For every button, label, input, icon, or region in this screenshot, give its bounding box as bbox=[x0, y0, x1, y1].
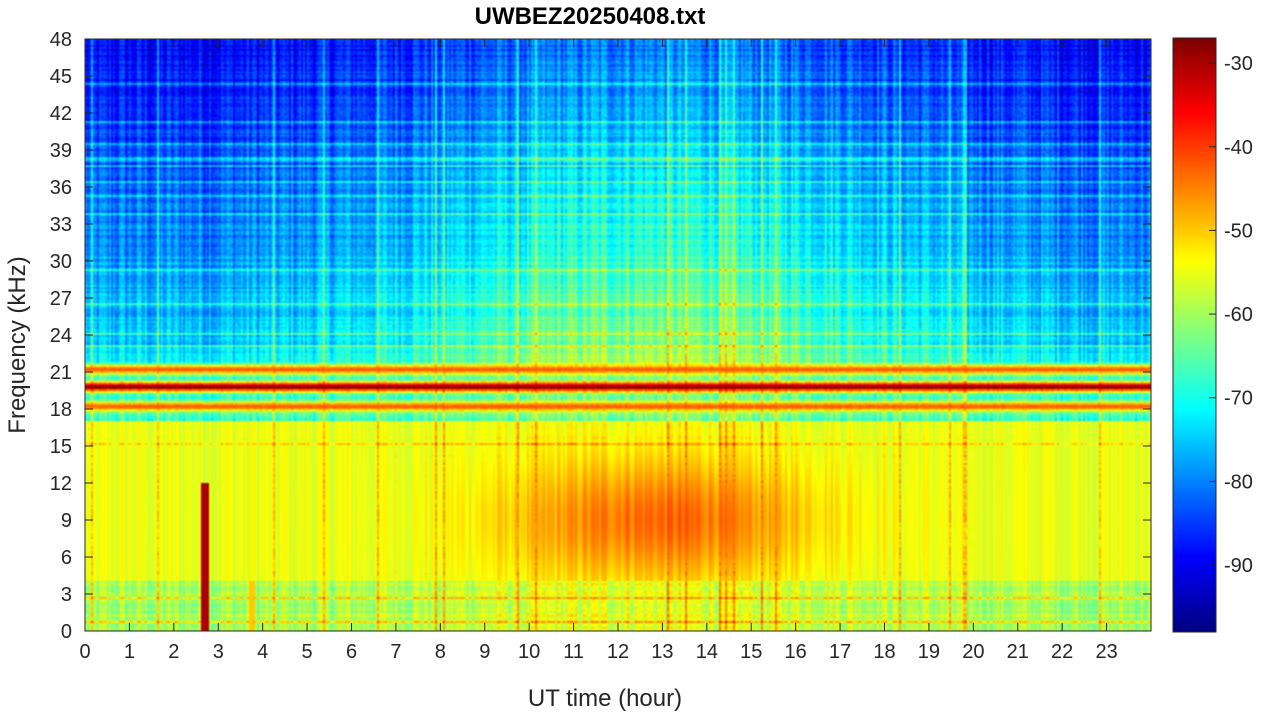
colorbar-ticks: -30 -40 -50 -60 -70 -80 -90 bbox=[1209, 53, 1253, 577]
x-tick-label: 23 bbox=[1095, 641, 1117, 663]
y-tick-label: 6 bbox=[61, 547, 72, 569]
y-tick-label: 45 bbox=[50, 66, 72, 88]
x-tick-label: 20 bbox=[962, 641, 984, 663]
x-tick-label: 10 bbox=[518, 641, 540, 663]
y-tick-label: 33 bbox=[50, 214, 72, 236]
x-tick-label: 14 bbox=[696, 641, 718, 663]
colorbar-tick-label: -80 bbox=[1224, 471, 1253, 493]
x-tick-label: 2 bbox=[168, 641, 179, 663]
colorbar-tick-label: -40 bbox=[1224, 137, 1253, 159]
y-axis-label: Frequency (kHz) bbox=[4, 256, 31, 433]
x-axis-label: UT time (hour) bbox=[528, 685, 682, 712]
x-tick-label: 13 bbox=[651, 641, 673, 663]
x-tick-label: 21 bbox=[1007, 641, 1029, 663]
chart-title: UWBEZ20250408.txt bbox=[475, 3, 706, 30]
y-tick-label: 15 bbox=[50, 436, 72, 458]
colorbar-tick-label: -60 bbox=[1224, 304, 1253, 326]
y-tick-label: 27 bbox=[50, 288, 72, 310]
y-tick-label: 0 bbox=[61, 621, 72, 643]
x-tick-label: 7 bbox=[390, 641, 401, 663]
colorbar-tick-label: -50 bbox=[1224, 220, 1253, 242]
spectrogram-heatmap bbox=[85, 39, 1151, 631]
x-tick-label: 3 bbox=[213, 641, 224, 663]
x-tick-label: 4 bbox=[257, 641, 268, 663]
x-tick-label: 12 bbox=[607, 641, 629, 663]
y-tick-label: 18 bbox=[50, 399, 72, 421]
y-tick-label: 21 bbox=[50, 362, 72, 384]
x-tick-label: 5 bbox=[302, 641, 313, 663]
y-tick-label: 9 bbox=[61, 510, 72, 532]
y-tick-label: 3 bbox=[61, 584, 72, 606]
x-tick-label: 0 bbox=[79, 641, 90, 663]
y-tick-label: 36 bbox=[50, 177, 72, 199]
x-tick-label: 17 bbox=[829, 641, 851, 663]
y-tick-label: 42 bbox=[50, 103, 72, 125]
x-tick-label: 16 bbox=[785, 641, 807, 663]
y-tick-label: 30 bbox=[50, 251, 72, 273]
y-tick-label: 39 bbox=[50, 140, 72, 162]
colorbar-tick-label: -90 bbox=[1224, 555, 1253, 577]
x-tick-label: 15 bbox=[740, 641, 762, 663]
x-tick-label: 11 bbox=[563, 641, 584, 663]
y-tick-label: 48 bbox=[50, 29, 72, 51]
colorbar-tick-label: -30 bbox=[1224, 53, 1253, 75]
x-tick-label: 22 bbox=[1051, 641, 1073, 663]
colorbar-tick-label: -70 bbox=[1224, 388, 1253, 410]
colorbar-gradient bbox=[1173, 38, 1216, 632]
x-tick-label: 1 bbox=[124, 641, 135, 663]
x-tick-label: 18 bbox=[873, 641, 895, 663]
plot-area: 0 1 2 3 4 5 6 7 8 9 10 11 12 13 14 15 16 17 18 19 20 21 22 23 0… bbox=[50, 29, 1152, 663]
x-tick-label: 9 bbox=[479, 641, 490, 663]
colorbar: -30 -40 -50 -60 -70 -80 -90 bbox=[1172, 37, 1253, 633]
x-tick-label: 8 bbox=[435, 641, 446, 663]
x-tick-label: 19 bbox=[918, 641, 940, 663]
colorbar-frame bbox=[1172, 37, 1217, 633]
x-axis: 0 1 2 3 4 5 6 7 8 9 10 11 12 13 14 15 16 17 18 19 20 21 22 23 bbox=[79, 39, 1118, 663]
x-tick-label: 6 bbox=[346, 641, 357, 663]
y-tick-label: 24 bbox=[50, 325, 72, 347]
y-tick-label: 12 bbox=[50, 473, 72, 495]
